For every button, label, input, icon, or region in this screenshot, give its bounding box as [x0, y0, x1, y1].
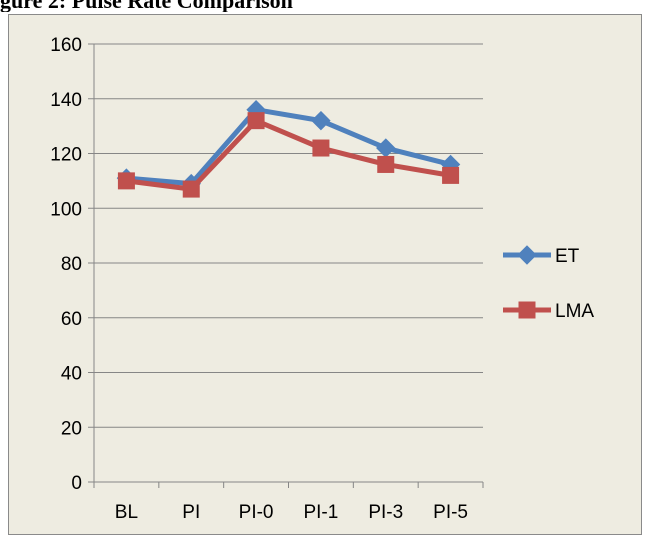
- legend: ET LMA: [503, 245, 594, 322]
- data-point: [442, 166, 460, 184]
- data-point: [311, 110, 331, 131]
- y-tick-label: 140: [50, 90, 82, 111]
- series-group: [116, 99, 461, 198]
- x-tick-label: PI: [182, 502, 200, 523]
- y-tick-label: 120: [50, 145, 82, 166]
- legend-label: ET: [555, 246, 580, 267]
- y-tick-label: 20: [61, 418, 82, 439]
- chart-area: 0 20 40 60 80 100 120 140 160 BL PI PI-0 PI-1 PI-3 PI-…: [8, 14, 642, 535]
- series-line-lma: [126, 118, 451, 192]
- data-point: [376, 138, 396, 158]
- data-point: [312, 139, 330, 157]
- legend-marker: [518, 301, 536, 319]
- data-point: [247, 112, 265, 130]
- figure-caption: gure 2: Pulse Rate Comparison: [0, 0, 651, 12]
- y-tick-label: 40: [61, 364, 82, 385]
- legend-label: LMA: [555, 301, 594, 322]
- legend-item-lma: LMA: [503, 301, 594, 322]
- y-tick-label: 80: [61, 254, 82, 275]
- y-tick-label: 160: [50, 35, 82, 56]
- x-tick-label: PI-3: [368, 502, 403, 523]
- y-tick-label: 100: [50, 199, 82, 220]
- y-tick-label: 0: [71, 473, 82, 494]
- axes: 0 20 40 60 80 100 120 140 160 BL PI PI-0 PI-1 PI-3 PI-…: [50, 35, 484, 523]
- legend-marker: [517, 245, 537, 265]
- gridlines: [94, 43, 483, 428]
- data-point: [117, 172, 135, 190]
- y-tick-label: 60: [61, 309, 82, 330]
- data-point: [182, 180, 200, 198]
- series-et: [116, 99, 461, 194]
- x-tick-label: BL: [115, 502, 138, 523]
- x-tick-label: PI-0: [239, 502, 274, 523]
- series-line-et: [126, 107, 452, 187]
- x-tick-label: PI-5: [433, 502, 468, 523]
- series-lma: [117, 112, 460, 198]
- line-chart: 0 20 40 60 80 100 120 140 160 BL PI PI-0 PI-1 PI-3 PI-…: [50, 35, 594, 523]
- data-point: [377, 155, 395, 173]
- x-tick-label: PI-1: [303, 502, 338, 523]
- legend-item-et: ET: [503, 245, 580, 267]
